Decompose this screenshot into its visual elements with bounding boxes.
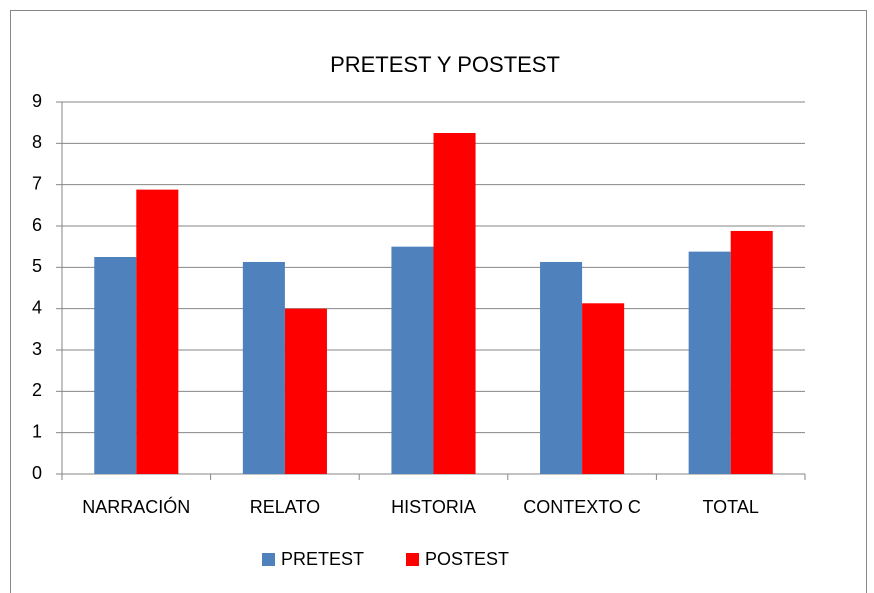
y-tick-label: 2: [32, 380, 42, 400]
bar: [136, 189, 179, 475]
bar: [433, 133, 476, 474]
y-tick-label: 7: [32, 173, 42, 193]
bar: [391, 246, 434, 474]
x-tick-label: CONTEXTO C: [523, 497, 641, 517]
legend-swatch: [262, 553, 275, 566]
y-tick-label: 9: [32, 91, 42, 111]
y-tick-label: 4: [32, 297, 42, 317]
y-tick-label: 0: [32, 463, 42, 483]
x-tick-label: NARRACIÓN: [82, 496, 190, 517]
bar: [730, 230, 773, 474]
bar: [582, 303, 625, 474]
x-tick-label: TOTAL: [703, 497, 759, 517]
y-tick-label: 6: [32, 215, 42, 235]
x-tick-label: RELATO: [250, 497, 320, 517]
y-tick-label: 1: [32, 421, 42, 441]
chart-title: PRETEST Y POSTEST: [330, 52, 560, 77]
legend-swatch: [406, 553, 419, 566]
y-tick-label: 5: [32, 256, 42, 276]
bar: [688, 251, 731, 474]
bar: [284, 308, 327, 474]
bar: [242, 261, 285, 474]
legend-label: POSTEST: [425, 549, 509, 569]
y-tick-label: 3: [32, 339, 42, 359]
legend-label: PRETEST: [281, 549, 364, 569]
x-tick-label: HISTORIA: [391, 497, 476, 517]
bar: [94, 257, 137, 474]
bar: [540, 261, 583, 474]
y-tick-label: 8: [32, 132, 42, 152]
